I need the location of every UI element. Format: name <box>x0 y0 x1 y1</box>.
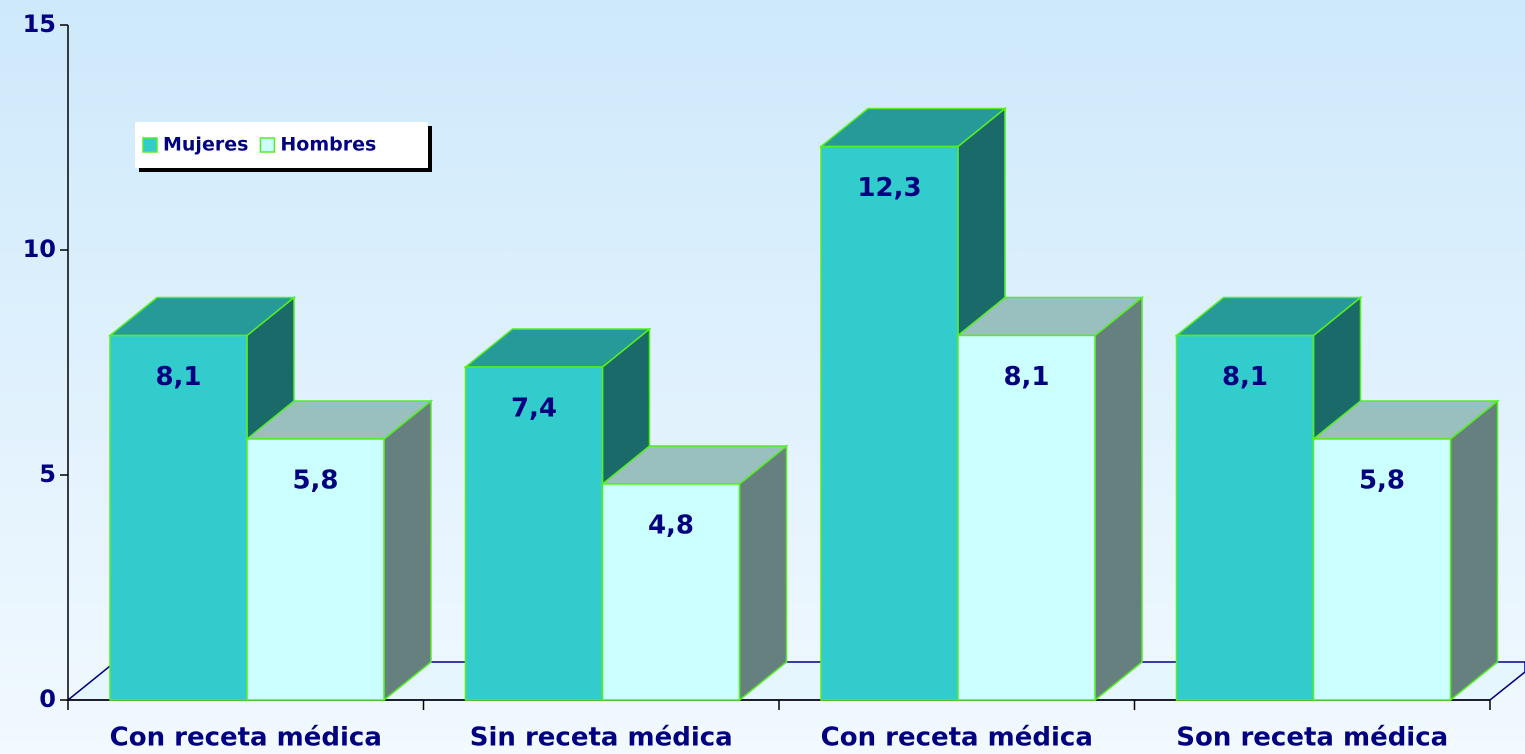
bar-front <box>464 366 604 701</box>
value-label: 5,8 <box>1359 466 1405 496</box>
x-tick-label: Sin receta médica <box>470 723 733 753</box>
value-label: 4,8 <box>648 511 694 541</box>
bar-front <box>109 334 248 701</box>
y-tick-label: 0 <box>39 685 56 713</box>
value-label: 5,8 <box>292 466 338 496</box>
bar <box>600 444 789 702</box>
bar <box>1174 295 1363 702</box>
bar <box>244 399 434 702</box>
x-tick-label: Con receta médica <box>821 723 1093 753</box>
bar-front <box>820 145 959 701</box>
y-tick-label: 15 <box>23 10 56 38</box>
bar-front <box>957 334 1096 701</box>
legend-label: Hombres <box>280 134 376 156</box>
x-tick-label: Son receta médica <box>1176 723 1448 753</box>
bar-front <box>1312 438 1452 701</box>
legend-swatch <box>259 137 276 153</box>
y-tick-label: 10 <box>23 235 56 263</box>
bar <box>955 295 1145 702</box>
value-label: 12,3 <box>857 173 921 203</box>
bar <box>463 327 652 702</box>
bar-front <box>246 438 385 701</box>
legend-label: Mujeres <box>163 134 248 156</box>
bar-front <box>1175 334 1315 701</box>
y-tick-label: 5 <box>39 460 56 488</box>
value-label: 7,4 <box>511 394 557 424</box>
bar-side <box>383 399 432 702</box>
bar-side <box>738 444 788 702</box>
legend-swatch <box>142 137 158 153</box>
bar-side <box>1449 399 1499 702</box>
value-label: 8,1 <box>1222 362 1268 392</box>
bar <box>1311 399 1500 702</box>
legend-box <box>135 122 428 168</box>
value-label: 8,1 <box>155 362 201 392</box>
value-label: 8,1 <box>1003 362 1049 392</box>
x-tick-label: Con receta médica <box>110 723 382 753</box>
bar-side <box>1094 295 1143 702</box>
bar-front <box>601 483 741 701</box>
